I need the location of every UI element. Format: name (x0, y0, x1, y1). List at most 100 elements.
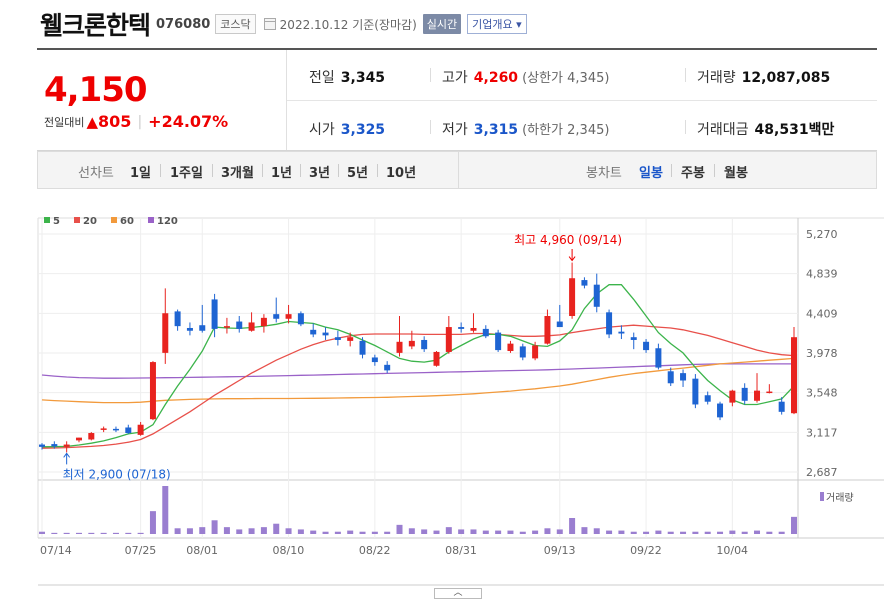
candle-body (186, 327, 193, 331)
y-tick-label: 4,409 (806, 307, 838, 320)
line-chart-label: 선차트 (78, 166, 114, 181)
volume-bar (162, 486, 169, 534)
volume-bar (347, 530, 354, 534)
ma5-line (41, 284, 795, 448)
amount-unit: 백만 (808, 122, 835, 138)
candle-body (729, 390, 736, 403)
realtime-button[interactable]: 실시간 (422, 14, 462, 34)
candle-body (39, 444, 45, 447)
candle-body (322, 332, 329, 336)
candle-body (532, 345, 539, 359)
volume-bar (39, 531, 45, 534)
stock-name: 웰크론한텍 (40, 11, 151, 40)
change-line: 전일대비 ▲ 805 | +24.07% (44, 112, 228, 131)
volume-label: 거래량 (697, 70, 736, 86)
market-badge: 코스닥 (215, 14, 256, 34)
candle-body (75, 437, 82, 441)
candle-body (396, 341, 403, 353)
volume-bar (544, 528, 551, 534)
low-price: 저가 3,315 (하한가 2,345) (442, 119, 609, 139)
legend-swatch (74, 217, 80, 223)
candle-body (174, 311, 181, 327)
up-arrow-icon: ▲ (86, 112, 99, 131)
tab-1y[interactable]: 1년 (271, 166, 293, 181)
calendar-icon (263, 18, 276, 30)
tab-group-divider (458, 152, 459, 188)
x-tick-label: 09/22 (630, 544, 662, 557)
volume-bar (125, 532, 132, 534)
tab-divider (338, 164, 339, 177)
tab-weekly[interactable]: 주봉 (681, 166, 705, 181)
tab-5y[interactable]: 5년 (347, 166, 369, 181)
prev-close-value: 3,345 (340, 70, 386, 86)
volume-bar (236, 529, 243, 534)
candle-body (766, 391, 773, 394)
tab-divider (300, 164, 301, 177)
volume-bar (285, 528, 292, 534)
volume-bar (260, 527, 267, 534)
candle-body (334, 337, 341, 340)
candle-chart-label: 봉차트 (586, 166, 622, 181)
candle-body (162, 313, 169, 353)
volume-bar (297, 529, 304, 534)
volume-bar (310, 530, 317, 534)
tab-3y[interactable]: 3년 (309, 166, 331, 181)
stock-code: 076080 (156, 16, 211, 32)
legend-swatch (44, 217, 50, 223)
volume-bar (704, 531, 711, 534)
candle-body (408, 340, 415, 347)
candle-body (778, 401, 785, 412)
prev-close: 전일 3,345 (309, 67, 385, 87)
volume-bar (593, 528, 600, 534)
volume-bar (223, 527, 230, 534)
candle-body (704, 395, 711, 402)
volume-bar (581, 527, 588, 534)
open-value: 3,325 (340, 122, 386, 138)
cell-divider (430, 68, 431, 82)
volume-bar (532, 530, 539, 534)
volume-bar (729, 530, 736, 534)
volume-bar (273, 523, 280, 534)
tab-1w[interactable]: 1주일 (170, 166, 203, 181)
volume-bar (495, 530, 502, 534)
high-value: 4,260 (473, 70, 519, 86)
candle-body (359, 340, 366, 355)
high-price: 고가 4,260 (상한가 4,345) (442, 67, 609, 87)
volume-bar (88, 532, 95, 534)
stock-header: 웰크론한텍 076080 코스닥 2022.10.12 기준(장마감) 실시간 … (40, 8, 527, 40)
volume-bar (556, 529, 563, 534)
x-tick-label: 10/04 (716, 544, 748, 557)
candle-body (236, 321, 243, 329)
volume-bar (791, 516, 797, 534)
stock-chart: 5,270 4,839 4,409 3,978 3,548 3,117 2,687 07/14… (37, 216, 884, 586)
tab-3m[interactable]: 3개월 (221, 166, 254, 181)
candle-body (371, 357, 378, 363)
candle-body (606, 312, 613, 335)
tab-divider (671, 164, 672, 177)
chevron-up-icon: ︿ (453, 588, 463, 598)
candle-body (519, 346, 526, 358)
volume-bar (519, 531, 526, 534)
upper-limit: (상한가 4,345) (522, 71, 610, 86)
tab-daily[interactable]: 일봉 (639, 166, 663, 181)
candle-body (717, 403, 724, 418)
volume-bar (445, 527, 452, 534)
volume-bar (754, 530, 761, 534)
candle-body (199, 325, 206, 331)
volume-bar (643, 531, 650, 534)
collapse-button[interactable]: ︿ (434, 588, 482, 599)
volume-bar (248, 528, 255, 534)
company-overview-dropdown[interactable]: 기업개요 ▾ (467, 14, 527, 34)
candle-body (754, 390, 761, 401)
candle-body (384, 364, 391, 371)
tab-monthly[interactable]: 월봉 (724, 166, 748, 181)
volume-bar (433, 530, 440, 534)
candle-body (495, 332, 502, 351)
volume-bar (766, 531, 773, 534)
legend-swatch (148, 217, 154, 223)
ma120-line (41, 363, 794, 379)
tab-1d[interactable]: 1일 (130, 166, 152, 181)
candle-body (137, 424, 144, 435)
tab-10y[interactable]: 10년 (386, 166, 417, 181)
change-amount: 805 (98, 112, 132, 131)
